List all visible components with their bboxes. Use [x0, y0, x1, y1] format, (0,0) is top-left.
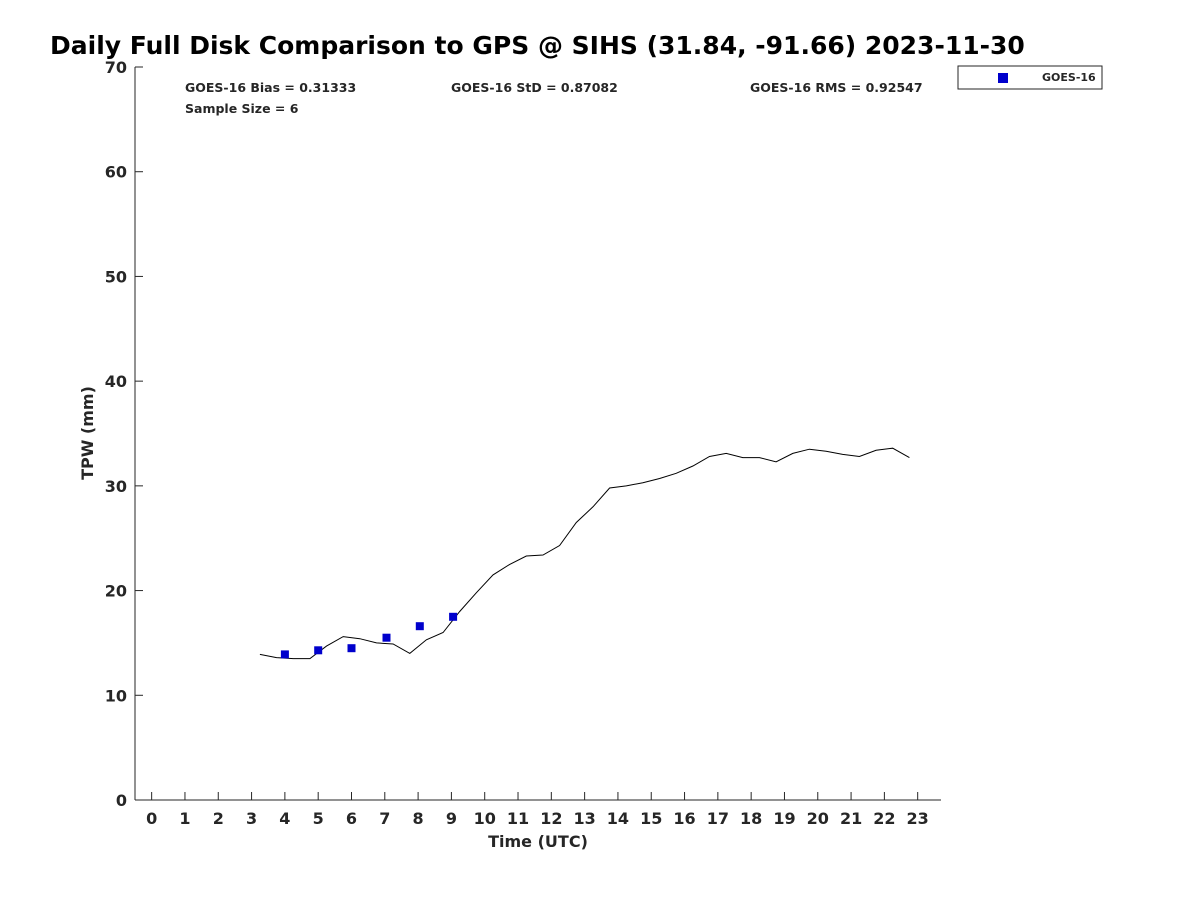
x-tick-label: 21	[840, 809, 862, 828]
y-axis-label: TPW (mm)	[78, 386, 97, 480]
x-axis-label: Time (UTC)	[488, 832, 588, 851]
std-annotation: GOES-16 StD = 0.87082	[451, 80, 618, 95]
x-tick-label: 4	[279, 809, 290, 828]
x-tick-label: 6	[346, 809, 357, 828]
x-tick-label: 20	[807, 809, 829, 828]
x-tick-label: 16	[673, 809, 695, 828]
goes16-data-point	[415, 622, 424, 631]
x-axis-ticks: 0 1 2 3 4 5 6 7 8 9 10 11 12 13 14 15 16 17 18 19 20 21 22 23	[146, 792, 929, 828]
goes16-data-point	[347, 644, 356, 653]
x-tick-label: 11	[507, 809, 529, 828]
x-tick-label: 15	[640, 809, 662, 828]
legend-box	[957, 65, 1103, 90]
x-tick-label: 18	[740, 809, 762, 828]
y-axis-ticks: 0 10 20 30 40 50 60 70	[105, 58, 143, 810]
y-tick-label: 60	[105, 163, 127, 182]
x-tick-label: 19	[773, 809, 795, 828]
bias-annotation: GOES-16 Bias = 0.31333	[185, 80, 356, 95]
x-tick-label: 5	[313, 809, 324, 828]
goes16-data-point	[449, 612, 458, 621]
rms-annotation: GOES-16 RMS = 0.92547	[750, 80, 923, 95]
chart-title: Daily Full Disk Comparison to GPS @ SIHS…	[50, 31, 1025, 60]
goes16-data-point	[382, 633, 391, 642]
x-tick-label: 9	[446, 809, 457, 828]
x-tick-label: 17	[707, 809, 729, 828]
series-layer	[259, 447, 910, 660]
x-tick-label: 1	[179, 809, 190, 828]
goes16-data-point	[314, 646, 323, 655]
x-tick-label: 12	[540, 809, 562, 828]
sample-size-annotation: Sample Size = 6	[185, 101, 299, 116]
x-tick-label: 8	[413, 809, 424, 828]
x-tick-label: 14	[607, 809, 629, 828]
x-tick-label: 22	[873, 809, 895, 828]
stats-annotations: GOES-16 Bias = 0.31333 GOES-16 StD = 0.8…	[185, 80, 923, 116]
x-tick-label: 7	[379, 809, 390, 828]
y-tick-label: 30	[105, 477, 127, 496]
y-tick-label: 70	[105, 58, 127, 77]
x-tick-label: 2	[213, 809, 224, 828]
legend-label-goes16: GOES-16	[1042, 71, 1096, 84]
y-tick-label: 20	[105, 582, 127, 601]
goes16-data-point	[280, 650, 289, 659]
y-tick-label: 10	[105, 686, 127, 705]
y-tick-label: 0	[116, 791, 127, 810]
y-tick-label: 40	[105, 372, 127, 391]
x-tick-label: 10	[474, 809, 496, 828]
x-tick-label: 13	[573, 809, 595, 828]
legend: GOES-16	[957, 65, 1103, 90]
x-tick-label: 23	[907, 809, 929, 828]
gps-tpw-line	[259, 447, 910, 660]
legend-marker-goes16	[998, 73, 1008, 83]
y-tick-label: 50	[105, 267, 127, 286]
x-tick-label: 0	[146, 809, 157, 828]
x-tick-label: 3	[246, 809, 257, 828]
